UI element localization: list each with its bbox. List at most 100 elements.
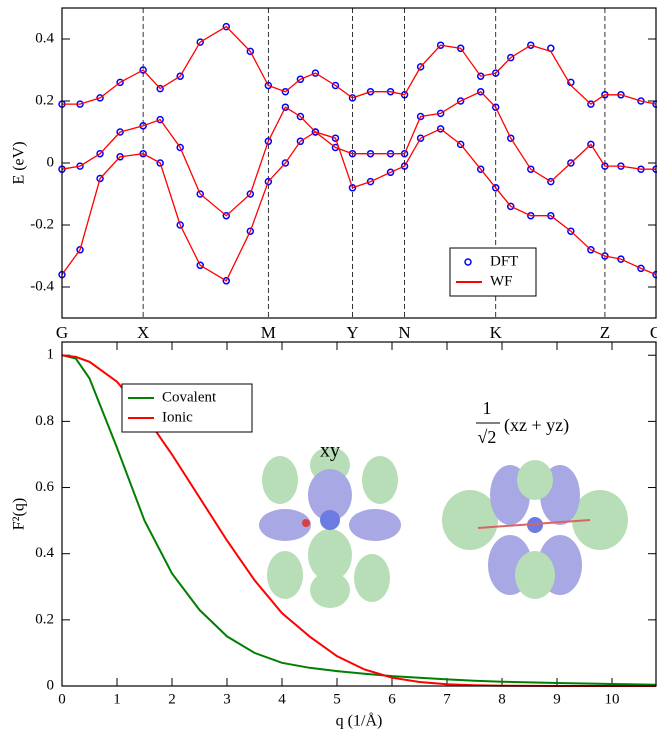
orbital-xy (259, 447, 401, 608)
dft-point (311, 128, 320, 136)
legend-box (121, 383, 253, 433)
dft-point (96, 174, 104, 183)
dft-point (264, 177, 273, 186)
dft-point (116, 78, 124, 87)
plot-frame (61, 341, 657, 687)
x-tick-label: 4 (278, 691, 286, 707)
x-tick-label: Y (346, 323, 358, 342)
dft-point (527, 41, 535, 49)
dft-point (567, 159, 575, 167)
dft-point (400, 91, 409, 99)
dft-point (222, 277, 231, 285)
dft-point (491, 184, 500, 192)
dft-point (156, 115, 164, 124)
dft-point (281, 159, 290, 167)
x-tick-label: X (137, 323, 149, 342)
dft-point (416, 63, 425, 71)
dft-point (176, 72, 184, 80)
dft-point (456, 97, 465, 105)
y-tick-label: 0.4 (35, 30, 54, 46)
x-tick-label: G (56, 323, 68, 342)
dft-point (436, 125, 445, 133)
legend-marker (464, 258, 472, 266)
dft-point (587, 246, 595, 254)
dft-point (296, 137, 305, 146)
plot-frame (61, 7, 657, 319)
wf-line (61, 90, 656, 217)
dft-point (222, 211, 231, 220)
x-tick-label: 5 (333, 691, 341, 707)
dft-point (96, 149, 104, 158)
wf-line (61, 128, 657, 282)
x-tick-label: 3 (223, 691, 231, 707)
dft-point (366, 177, 375, 186)
dft-point (281, 87, 290, 96)
y-tick-label: 0.4 (35, 545, 54, 561)
dft-point (176, 143, 184, 152)
wf-line (62, 25, 657, 105)
y-tick-label: 0 (47, 677, 55, 693)
dft-point (507, 134, 515, 142)
x-tick-label: K (490, 323, 503, 342)
line (61, 354, 657, 686)
y-tick-label: -0.4 (30, 278, 54, 294)
y-axis-label: F²(q) (11, 498, 28, 530)
dft-point (264, 137, 273, 146)
annotation: 1 (483, 398, 492, 418)
dft-point (76, 246, 84, 254)
dft-point (296, 75, 305, 84)
dft-point (196, 38, 204, 46)
dft-point (547, 177, 555, 186)
x-tick-label: G (650, 323, 657, 342)
y-tick-label: 0.2 (35, 92, 54, 108)
dft-point (567, 227, 575, 235)
dft-point (527, 165, 535, 173)
dft-point (400, 162, 409, 170)
x-tick-label: 6 (388, 691, 396, 707)
dft-point (281, 103, 290, 111)
annotation: √2 (478, 427, 497, 447)
dft-point (311, 69, 320, 77)
dft-point (116, 128, 124, 136)
legend-label: Covalent (162, 389, 217, 405)
dft-point (156, 159, 164, 167)
dft-point (139, 122, 147, 130)
dft-point (246, 47, 255, 56)
annotation: xy (320, 440, 340, 462)
legend-label: Ionic (162, 409, 193, 425)
dft-point (476, 87, 485, 96)
legend-label: DFT (490, 253, 518, 269)
dft-point (386, 168, 395, 177)
legend-label: WF (490, 273, 513, 289)
dft-point (246, 227, 255, 235)
x-axis-label: q (1/Å) (336, 712, 383, 730)
orbital-xz-yz (442, 460, 628, 599)
x-tick-label: 7 (443, 691, 451, 707)
dft-point (264, 81, 273, 90)
x-tick-label: M (261, 323, 276, 342)
x-tick-label: 2 (168, 691, 176, 707)
x-tick-label: Z (600, 323, 610, 342)
y-tick-label: 1 (47, 347, 55, 363)
dft-point (96, 94, 104, 102)
dft-point (637, 264, 645, 273)
y-tick-label: 0 (47, 154, 55, 170)
annotation: (xz + yz) (504, 415, 569, 436)
dft-point (456, 140, 465, 149)
x-tick-label: 8 (498, 691, 506, 707)
dft-point (416, 134, 425, 142)
x-tick-label: N (398, 323, 410, 342)
dft-point (196, 261, 204, 270)
dft-point (296, 112, 305, 121)
dft-point (587, 140, 595, 149)
dft-point (246, 190, 255, 198)
y-axis-label: E (eV) (11, 141, 28, 184)
dft-point (507, 202, 515, 211)
dft-point (587, 100, 595, 108)
y-tick-label: 0.8 (35, 413, 54, 429)
y-tick-label: 0.6 (35, 479, 54, 495)
dft-point (156, 84, 164, 93)
dft-point (331, 81, 340, 90)
dft-point (176, 221, 184, 229)
dft-point (348, 184, 357, 192)
